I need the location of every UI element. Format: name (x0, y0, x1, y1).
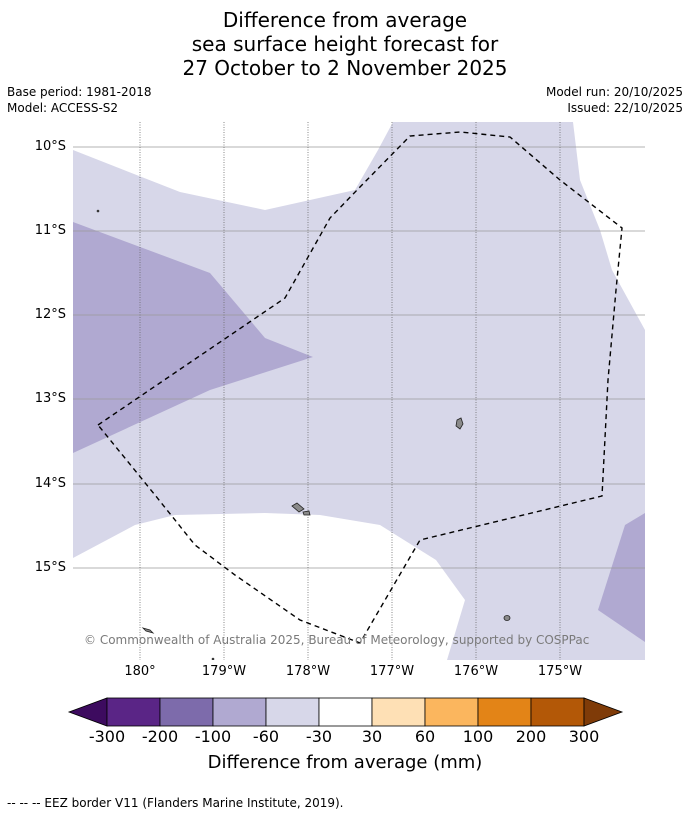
colorbar-tick-label: -30 (305, 727, 333, 746)
island-g (211, 657, 215, 660)
land-islands (96, 209, 511, 660)
colorbar-title: Difference from average (mm) (207, 752, 483, 773)
issued-date: Issued: 22/10/2025 (567, 101, 683, 115)
colorbar (67, 697, 624, 727)
anomaly-region-light (73, 122, 645, 660)
colorbar-segment (106, 697, 161, 727)
colorbar-tick-label: 60 (414, 727, 436, 746)
island-e (141, 627, 155, 634)
island-c (302, 510, 311, 516)
model-name: Model: ACCESS-S2 (7, 101, 119, 115)
meta-right: Model run: 20/10/2025 Issued: 22/10/2025 (546, 84, 683, 116)
colorbar-tick-label: 30 (361, 727, 383, 746)
map-area (73, 122, 645, 660)
longitude-label: 176°W (453, 664, 499, 679)
colorbar-tick-label: -100 (194, 727, 232, 746)
colorbar-segment (424, 697, 479, 727)
model-run: Model run: 20/10/2025 (545, 85, 683, 99)
island-b (291, 502, 305, 513)
colorbar-tick-label: -60 (252, 727, 280, 746)
latitude-label: 13°S (34, 391, 66, 406)
latitude-label: 11°S (34, 223, 66, 238)
latitude-label: 14°S (34, 476, 66, 491)
colorbar-tick-label: -300 (88, 727, 126, 746)
colorbar-segment (530, 697, 585, 727)
latitude-gridlines (73, 146, 645, 569)
colorbar-segment (477, 697, 532, 727)
eez-legend: -- -- -- EEZ border V11 (Flanders Marine… (7, 796, 344, 810)
colorbar-segment (159, 697, 214, 727)
latitude-label: 15°S (34, 560, 66, 575)
title-line-3: 27 October to 2 November 2025 (182, 56, 508, 80)
colorbar-segment (318, 697, 373, 727)
copyright-notice: © Commonwealth of Australia 2025, Bureau… (84, 633, 590, 647)
eez-border (96, 131, 623, 644)
island-d (503, 615, 511, 621)
longitude-label: 177°W (369, 664, 415, 679)
colorbar-tick-label: -200 (141, 727, 179, 746)
colorbar-tick-label: 100 (462, 727, 494, 746)
longitude-gridlines (139, 122, 561, 660)
colorbar-tick-label: 200 (515, 727, 547, 746)
anomaly-region-dark-west (73, 222, 313, 453)
base-period: Base period: 1981-2018 (7, 85, 152, 99)
meta-left: Base period: 1981-2018 Model: ACCESS-S2 (7, 84, 152, 116)
colorbar-tick-label: 300 (568, 727, 600, 746)
island-a (455, 417, 464, 430)
longitude-label: 175°W (537, 664, 583, 679)
island-f (96, 209, 100, 213)
longitude-label: 178°W (285, 664, 331, 679)
latitude-label: 12°S (34, 307, 66, 322)
colorbar-segment (265, 697, 320, 727)
chart-title: Difference from average sea surface heig… (0, 8, 690, 80)
colorbar-segment (371, 697, 426, 727)
longitude-label: 180° (124, 664, 156, 679)
title-line-1: Difference from average (222, 8, 468, 32)
colorbar-segment (212, 697, 267, 727)
latitude-label: 10°S (34, 139, 66, 154)
title-line-2: sea surface height forecast for (191, 32, 499, 56)
anomaly-region-dark-east (598, 513, 645, 642)
colorbar-extend-min (67, 697, 108, 727)
longitude-label: 179°W (201, 664, 247, 679)
colorbar-extend-max (583, 697, 624, 727)
